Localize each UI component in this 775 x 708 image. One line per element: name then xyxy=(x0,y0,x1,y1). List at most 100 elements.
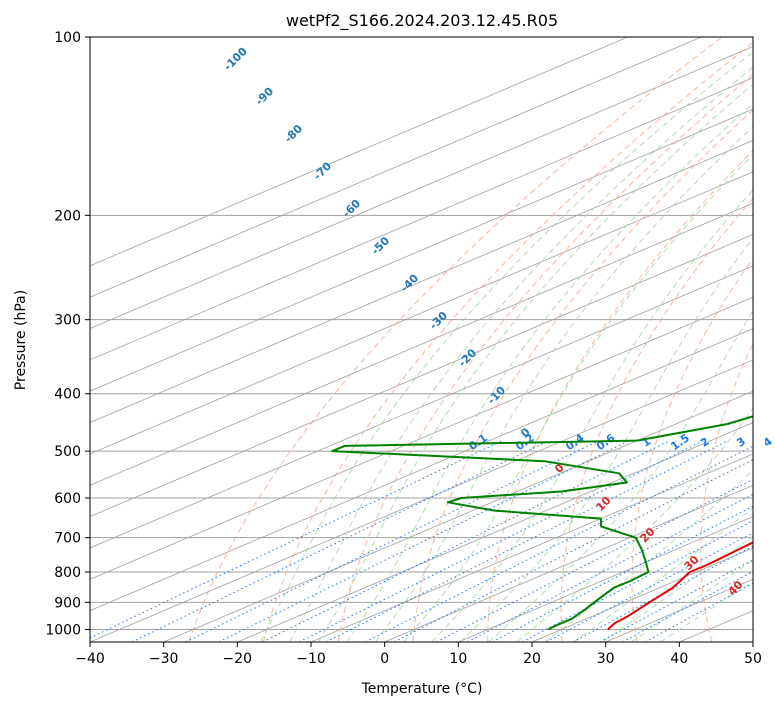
x-tick-label: 40 xyxy=(670,651,688,667)
moist-adiabat-label: -80 xyxy=(282,122,305,145)
mixing-ratio-label: 3 xyxy=(734,435,748,450)
x-tick-label: 50 xyxy=(744,651,762,667)
mixing-ratio-line xyxy=(218,440,630,642)
dry-adiabat-line xyxy=(337,73,753,642)
moist-adiabat-line xyxy=(403,153,753,642)
x-tick-label: 20 xyxy=(523,651,541,667)
sounding-profiles xyxy=(331,415,753,631)
isotherm-line xyxy=(90,296,753,580)
x-tick-label: 0 xyxy=(380,651,389,667)
mixing-ratio-line xyxy=(185,440,599,642)
moist-adiabat-line xyxy=(488,309,753,642)
y-axis-label: Pressure (hPa) xyxy=(13,290,29,390)
x-tick-label: −30 xyxy=(149,651,179,667)
moist-adiabat-label: -40 xyxy=(398,271,421,294)
y-tick-label: 300 xyxy=(54,313,81,329)
moist-adiabat-line xyxy=(631,559,753,642)
mixing-ratio-line xyxy=(599,559,753,642)
y-tick-label: 400 xyxy=(54,387,81,403)
moist-adiabat-line xyxy=(374,126,753,642)
dry-adiabat-line xyxy=(188,37,723,642)
temperature-profile xyxy=(607,541,753,631)
y-tick-label: 600 xyxy=(54,491,81,507)
isotherm-line xyxy=(90,171,753,455)
dry-adiabat-line xyxy=(767,37,775,642)
isotherm-line xyxy=(90,37,702,298)
background-lines xyxy=(90,37,775,642)
isotherm-line xyxy=(90,45,753,329)
dry-adiabat-line xyxy=(700,342,753,642)
mixing-ratio-line xyxy=(90,440,503,639)
plot-frame xyxy=(89,36,754,643)
isotherm-line xyxy=(90,265,753,549)
isotherm-line xyxy=(90,77,753,361)
mixing-ratio-line xyxy=(365,445,753,642)
moist-adiabat-line xyxy=(516,407,753,642)
dry-adiabat-label: 20 xyxy=(637,525,657,545)
mixing-ratio-label: 0.1 xyxy=(466,431,489,453)
x-tick-label: −40 xyxy=(75,651,105,667)
mixing-ratio-line xyxy=(644,582,753,642)
moist-adiabat-label: -70 xyxy=(311,159,334,182)
x-axis-label: Temperature (°C) xyxy=(361,681,483,697)
dry-adiabat-label: 30 xyxy=(682,553,702,573)
mixing-ratio-line xyxy=(325,440,729,642)
y-tick-label: 900 xyxy=(54,595,81,611)
moist-adiabat-label: -10 xyxy=(485,383,508,406)
x-tick-label: 30 xyxy=(597,651,615,667)
mixing-ratio-line xyxy=(262,440,671,642)
isotherm-line xyxy=(310,453,753,642)
dry-adiabat-line xyxy=(560,197,753,642)
moist-adiabat-line xyxy=(260,51,753,642)
x-tick-label: −20 xyxy=(223,651,253,667)
moist-adiabat-line xyxy=(318,83,753,642)
isotherm-line xyxy=(384,484,753,642)
y-tick-label: 800 xyxy=(54,565,81,581)
isotherm-line xyxy=(90,108,753,392)
moist-adiabat-label: -50 xyxy=(369,234,392,257)
dewpoint-profile xyxy=(331,415,753,631)
dry-adiabat-label: 40 xyxy=(726,578,746,598)
isotherm-line xyxy=(163,390,753,642)
isotherm-line xyxy=(752,641,753,642)
dry-adiabat-line xyxy=(487,149,753,642)
dry-adiabat-line xyxy=(412,109,753,642)
moist-adiabat-label: -60 xyxy=(340,197,363,220)
mixing-ratio-label: 2 xyxy=(698,435,712,450)
y-axis-ticks: 100 200 300 400 500 600 700 800 900 1000 xyxy=(45,30,90,638)
mixing-ratio-line xyxy=(492,505,753,642)
chart-title: wetPf2_S166.2024.203.12.45.R05 xyxy=(286,11,558,31)
y-tick-label: 700 xyxy=(54,531,81,547)
y-tick-label: 1000 xyxy=(45,622,81,638)
isotherm-line xyxy=(458,516,753,642)
y-tick-label: 100 xyxy=(54,30,81,46)
mixing-ratio-label: 1 xyxy=(640,435,654,450)
mixing-ratio-line xyxy=(298,440,704,642)
isotherm-line xyxy=(90,140,753,424)
y-tick-label: 500 xyxy=(54,444,81,460)
dry-adiabat-label: 10 xyxy=(594,494,614,514)
moist-adiabat-label: -20 xyxy=(456,346,479,369)
x-axis-ticks: −40 −30 −20 −10 0 10 20 30 40 50 xyxy=(75,642,762,667)
mixing-ratio-line xyxy=(467,493,753,642)
y-tick-label: 200 xyxy=(54,208,81,224)
isotherm-line xyxy=(90,359,753,642)
moist-adiabat-line xyxy=(602,535,753,642)
isotherm-line xyxy=(90,202,753,486)
mixing-ratio-label: 4 xyxy=(761,435,775,450)
isotherm-line xyxy=(90,328,753,612)
moist-adiabat-line xyxy=(289,66,753,642)
mixing-ratio-line xyxy=(393,459,753,642)
mixing-ratio-line xyxy=(131,440,550,642)
isotherm-line xyxy=(90,234,753,518)
moist-adiabat-line xyxy=(544,469,753,642)
dry-adiabat-line xyxy=(263,41,753,642)
moist-adiabat-label: -30 xyxy=(427,309,450,332)
moist-adiabat-line xyxy=(431,189,753,642)
x-tick-label: 10 xyxy=(449,651,467,667)
moist-adiabat-label: -90 xyxy=(253,85,276,108)
x-tick-label: −10 xyxy=(296,651,326,667)
moist-adiabat-label: -100 xyxy=(221,44,250,73)
moist-adiabat-line xyxy=(346,103,753,642)
